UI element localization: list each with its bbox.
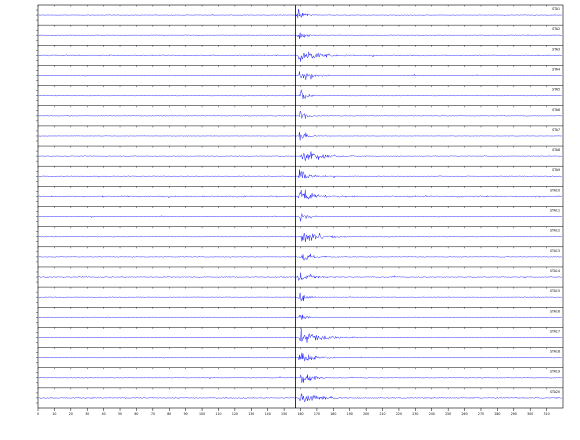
x-tick-label: 50 (118, 412, 122, 416)
x-tick-label: 290 (511, 412, 517, 416)
trace-panel: STA18 (36, 347, 563, 363)
x-tick-label: 20 (69, 412, 73, 416)
station-label: STA19 (550, 370, 560, 374)
trace-panel: STA10 (36, 186, 563, 202)
x-tick-label: 260 (462, 412, 468, 416)
x-tick-label: 220 (396, 412, 402, 416)
waveform-trace (38, 111, 563, 119)
waveform-trace (38, 132, 562, 141)
waveform-trace (38, 233, 562, 243)
waveform-trace (38, 328, 563, 343)
trace-panel: STA19 (36, 367, 563, 384)
trace-panel: STA12 (36, 226, 563, 243)
station-label: STA20 (550, 390, 560, 394)
x-tick-label: 230 (412, 412, 418, 416)
x-tick-label: 40 (102, 412, 106, 416)
x-tick-label: 180 (330, 412, 336, 416)
trace-panel: STA7 (36, 125, 563, 142)
x-axis-ticks: 0 10 20 30 40 50 60 70 80 90 100 110 120 130 140 150 160… (37, 408, 550, 416)
station-label: STA10 (550, 188, 560, 192)
x-tick-label: 170 (314, 412, 320, 416)
x-tick-label: 210 (379, 412, 385, 416)
station-label: STA14 (550, 269, 560, 273)
trace-panel: STA13 (36, 246, 563, 263)
x-tick-label: 10 (52, 412, 56, 416)
trace-panel: STA14 (36, 266, 563, 283)
waveform-trace (38, 393, 562, 403)
waveform-trace (38, 253, 563, 261)
x-tick-label: 100 (199, 412, 205, 416)
station-label: STA3 (552, 47, 560, 51)
x-tick-label: 190 (347, 412, 353, 416)
trace-panel: STA16 (36, 307, 563, 323)
station-label: STA17 (550, 329, 560, 333)
trace-panel: STA11 (36, 206, 563, 222)
x-tick-label: 240 (429, 412, 435, 416)
x-tick-label: 140 (265, 412, 271, 416)
waveform-trace (38, 51, 563, 62)
x-tick-label: 80 (167, 412, 171, 416)
x-tick-label: 120 (232, 412, 238, 416)
trace-panel: STA3 (36, 45, 563, 62)
station-label: STA1 (552, 7, 560, 11)
station-label: STA11 (550, 209, 560, 213)
station-label: STA13 (550, 249, 560, 253)
waveform-trace (38, 9, 562, 19)
waveform-trace (38, 213, 562, 222)
trace-panels: STA1 STA2 STA3 STA4 STA5 STA6 STA7 STA8 STA9 STA1… (36, 5, 563, 404)
trace-panel: STA9 (36, 165, 563, 182)
x-tick-label: 0 (37, 412, 39, 416)
trace-panel: STA17 (36, 327, 563, 343)
station-label: STA9 (552, 168, 560, 172)
trace-panel: STA8 (36, 145, 563, 162)
station-label: STA16 (550, 309, 560, 313)
x-tick-label: 110 (215, 412, 221, 416)
waveform-trace (38, 189, 562, 200)
station-label: STA7 (552, 128, 560, 132)
waveform-trace (38, 32, 563, 39)
trace-panel: STA20 (36, 387, 563, 404)
x-tick-label: 60 (134, 412, 138, 416)
x-tick-label: 90 (184, 412, 188, 416)
x-tick-label: 70 (151, 412, 155, 416)
x-tick-label: 160 (297, 412, 303, 416)
station-label: STA2 (552, 27, 560, 31)
waveform-trace (38, 292, 562, 302)
station-label: STA18 (550, 350, 560, 354)
station-label: STA5 (552, 88, 560, 92)
x-tick-label: 300 (527, 412, 533, 416)
x-tick-label: 270 (478, 412, 484, 416)
waveform-trace (38, 151, 563, 161)
waveform-trace (38, 352, 562, 362)
trace-panel: STA15 (36, 286, 563, 303)
waveform-trace (38, 169, 563, 179)
station-label: STA15 (550, 289, 560, 293)
waveform-trace (38, 71, 563, 81)
waveform-trace (38, 374, 563, 383)
x-tick-label: 30 (85, 412, 89, 416)
station-label: STA4 (552, 67, 560, 71)
waveform-trace (38, 89, 562, 100)
trace-panel: STA4 (36, 65, 563, 81)
x-tick-label: 150 (281, 412, 287, 416)
x-tick-label: 200 (363, 412, 369, 416)
trace-panel: STA1 (36, 5, 562, 21)
trace-panel: STA5 (36, 85, 563, 101)
trace-panel: STA2 (36, 24, 563, 41)
waveform-trace (38, 314, 563, 320)
x-tick-label: 310 (544, 412, 550, 416)
waveform-trace (38, 272, 562, 281)
station-label: STA6 (552, 108, 560, 112)
station-label: STA8 (552, 148, 560, 152)
x-tick-label: 280 (494, 412, 500, 416)
station-label: STA12 (550, 229, 560, 233)
x-tick-label: 250 (445, 412, 451, 416)
x-tick-label: 130 (248, 412, 254, 416)
trace-panel: STA6 (36, 105, 563, 122)
